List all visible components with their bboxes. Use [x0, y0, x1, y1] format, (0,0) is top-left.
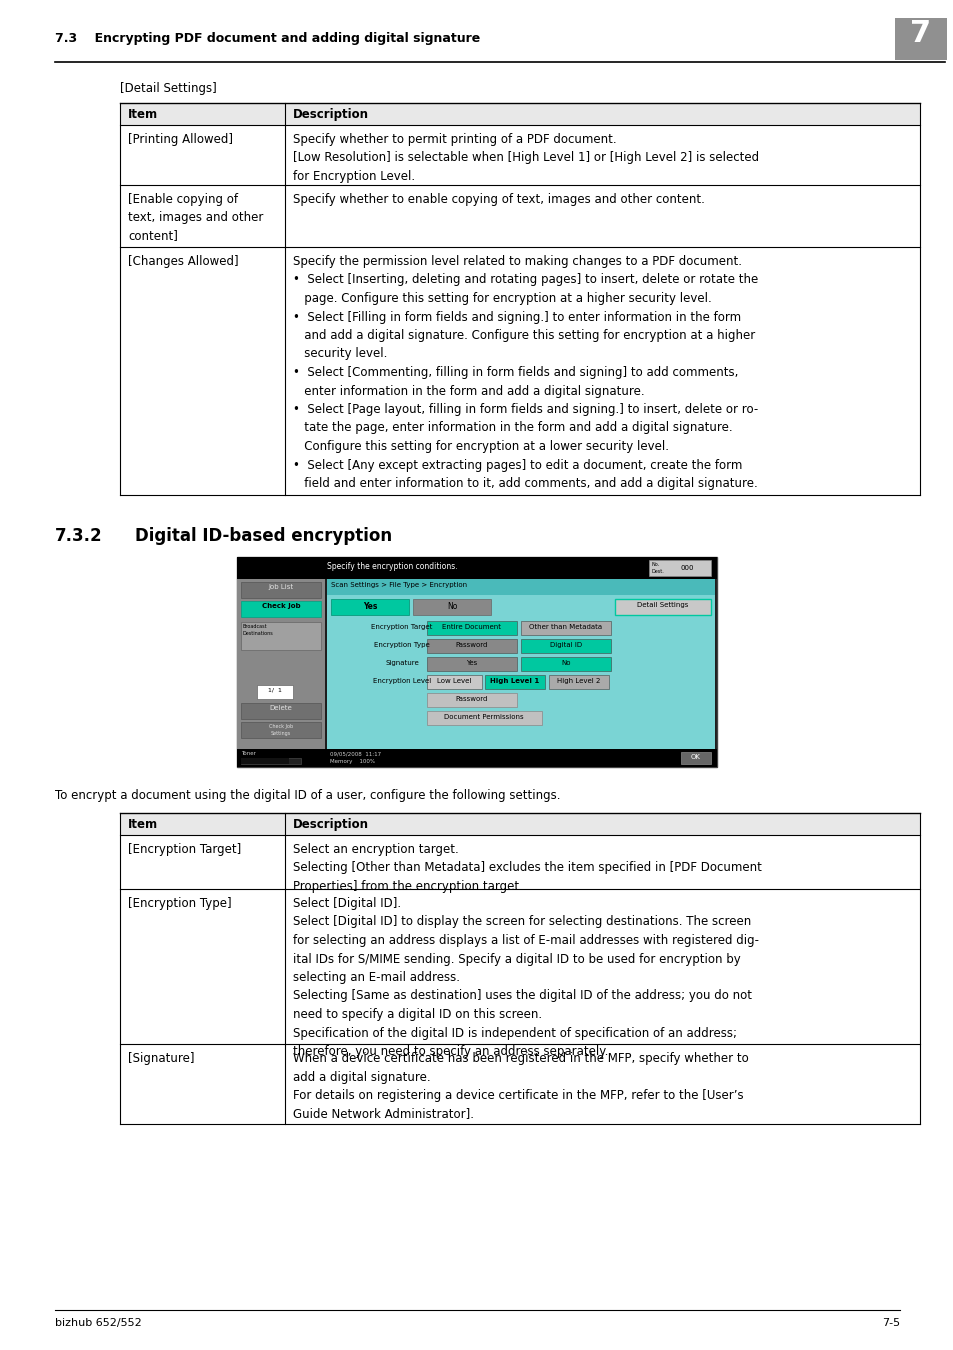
Text: High Level 2: High Level 2 — [557, 678, 600, 684]
Text: Check Job
Settings: Check Job Settings — [269, 724, 293, 736]
Text: Specify the encryption conditions.: Specify the encryption conditions. — [327, 562, 457, 571]
Text: [Signature]: [Signature] — [128, 1052, 194, 1065]
Bar — [241, 622, 320, 649]
Text: To encrypt a document using the digital ID of a user, configure the following se: To encrypt a document using the digital … — [55, 788, 560, 802]
Text: Document Permissions: Document Permissions — [444, 714, 523, 720]
Text: Description: Description — [293, 818, 369, 832]
Bar — [241, 757, 289, 764]
Text: Broadcast
Destinations: Broadcast Destinations — [243, 624, 274, 636]
Text: [Encryption Target]: [Encryption Target] — [128, 842, 241, 856]
Bar — [241, 703, 320, 720]
Bar — [894, 18, 946, 59]
Bar — [520, 621, 610, 634]
Text: [Encryption Type]: [Encryption Type] — [128, 896, 232, 910]
Text: Toner: Toner — [241, 751, 255, 756]
Text: High Level 1: High Level 1 — [490, 678, 539, 684]
Bar — [615, 599, 710, 616]
Text: Password: Password — [456, 697, 488, 702]
Text: 7-5: 7-5 — [881, 1318, 899, 1328]
Text: 7.3    Encrypting PDF document and adding digital signature: 7.3 Encrypting PDF document and adding d… — [55, 32, 479, 45]
Text: Encryption Target: Encryption Target — [371, 624, 433, 630]
Text: Scan Settings > File Type > Encryption: Scan Settings > File Type > Encryption — [331, 582, 467, 589]
Bar — [413, 599, 491, 616]
Bar — [241, 601, 320, 617]
Text: Yes: Yes — [362, 602, 376, 612]
Bar — [327, 579, 714, 595]
Text: 7.3.2: 7.3.2 — [55, 526, 103, 545]
Bar — [241, 582, 320, 598]
Bar — [331, 599, 409, 616]
Bar — [548, 675, 608, 688]
Bar — [120, 813, 919, 836]
Text: Encryption Type: Encryption Type — [374, 643, 430, 648]
Text: [Enable copying of
text, images and other
content]: [Enable copying of text, images and othe… — [128, 193, 263, 242]
Text: Password: Password — [456, 643, 488, 648]
Text: Signature: Signature — [385, 660, 418, 666]
Text: Encryption Level: Encryption Level — [373, 678, 431, 684]
Text: 000: 000 — [679, 566, 693, 571]
Bar — [427, 711, 541, 725]
Bar — [427, 621, 517, 634]
Text: [Printing Allowed]: [Printing Allowed] — [128, 134, 233, 146]
Bar — [427, 657, 517, 671]
Bar — [427, 693, 517, 707]
Bar — [236, 579, 325, 767]
Text: [Detail Settings]: [Detail Settings] — [120, 82, 216, 94]
Bar — [520, 639, 610, 653]
Text: Job List: Job List — [268, 585, 294, 590]
Bar — [241, 757, 301, 764]
Bar — [236, 558, 717, 579]
Text: When a device certificate has been registered in the MFP, specify whether to
add: When a device certificate has been regis… — [293, 1052, 748, 1120]
Text: 1/  1: 1/ 1 — [268, 688, 282, 693]
Text: Check Job: Check Job — [261, 603, 300, 609]
Bar — [427, 639, 517, 653]
Bar — [484, 675, 544, 688]
Text: [Changes Allowed]: [Changes Allowed] — [128, 255, 238, 269]
Text: No: No — [446, 602, 456, 612]
Bar — [520, 657, 610, 671]
Text: No: No — [560, 660, 570, 666]
Bar — [241, 722, 320, 738]
Text: Digital ID: Digital ID — [549, 643, 581, 648]
Text: No.
Dest.: No. Dest. — [651, 562, 664, 574]
Text: Detail Settings: Detail Settings — [637, 602, 688, 608]
Text: Description: Description — [293, 108, 369, 122]
Text: bizhub 652/552: bizhub 652/552 — [55, 1318, 142, 1328]
Text: Select an encryption target.
Selecting [Other than Metadata] excludes the item s: Select an encryption target. Selecting [… — [293, 842, 761, 892]
Text: Select [Digital ID].
Select [Digital ID] to display the screen for selecting des: Select [Digital ID]. Select [Digital ID]… — [293, 896, 759, 1058]
Text: Item: Item — [128, 818, 158, 832]
Bar — [680, 752, 710, 764]
Text: Item: Item — [128, 108, 158, 122]
Text: Memory    100%: Memory 100% — [330, 759, 375, 764]
Text: Digital ID-based encryption: Digital ID-based encryption — [135, 526, 392, 545]
Bar — [648, 560, 710, 576]
Bar — [236, 749, 717, 767]
Text: Yes: Yes — [466, 660, 477, 666]
Bar — [236, 558, 717, 767]
Text: 7: 7 — [909, 19, 930, 49]
Text: 09/05/2008  11:17: 09/05/2008 11:17 — [330, 751, 381, 756]
Bar — [120, 103, 919, 126]
Bar — [327, 579, 714, 749]
Text: Specify whether to enable copying of text, images and other content.: Specify whether to enable copying of tex… — [293, 193, 704, 207]
Text: Other than Metadata: Other than Metadata — [529, 624, 602, 630]
Bar — [256, 684, 293, 699]
Text: Entire Document: Entire Document — [442, 624, 501, 630]
Text: Low Level: Low Level — [436, 678, 471, 684]
Text: Specify the permission level related to making changes to a PDF document.
•  Sel: Specify the permission level related to … — [293, 255, 758, 490]
Bar — [427, 675, 481, 688]
Text: Delete: Delete — [270, 705, 292, 711]
Text: OK: OK — [690, 755, 700, 760]
Text: Specify whether to permit printing of a PDF document.
[Low Resolution] is select: Specify whether to permit printing of a … — [293, 134, 759, 184]
